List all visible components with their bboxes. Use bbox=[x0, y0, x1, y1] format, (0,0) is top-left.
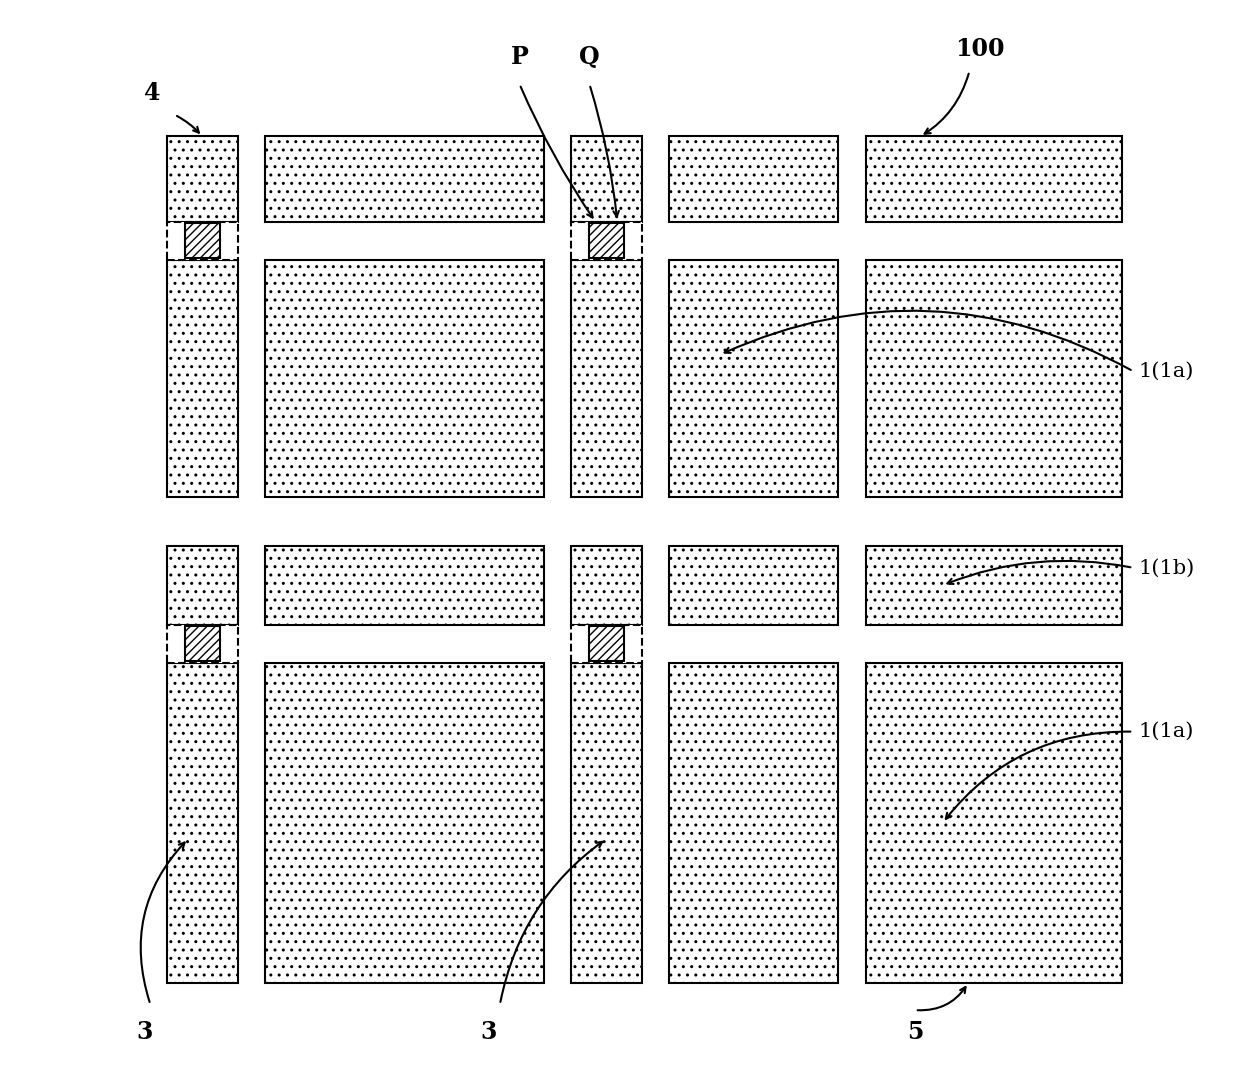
Bar bbox=[866, 260, 1122, 497]
Bar bbox=[167, 663, 238, 983]
Bar bbox=[670, 136, 838, 222]
Bar bbox=[167, 625, 238, 663]
Bar bbox=[265, 546, 543, 625]
Bar bbox=[570, 260, 642, 497]
Text: 3: 3 bbox=[136, 1020, 154, 1044]
Bar bbox=[866, 136, 1122, 222]
Bar bbox=[570, 546, 642, 625]
Bar bbox=[670, 663, 838, 983]
Bar bbox=[265, 136, 543, 222]
Text: 3: 3 bbox=[481, 1020, 497, 1044]
Bar bbox=[265, 260, 543, 497]
Text: P: P bbox=[511, 45, 528, 69]
Bar bbox=[167, 546, 238, 625]
Bar bbox=[185, 627, 219, 662]
Bar bbox=[185, 223, 219, 258]
Text: 1(1a): 1(1a) bbox=[1138, 361, 1194, 381]
Bar bbox=[589, 627, 624, 662]
Text: 5: 5 bbox=[906, 1020, 923, 1044]
Bar bbox=[670, 546, 838, 625]
Bar bbox=[589, 223, 624, 258]
Bar bbox=[570, 136, 642, 222]
Text: 100: 100 bbox=[956, 37, 1006, 61]
Bar bbox=[167, 136, 238, 222]
Bar bbox=[670, 260, 838, 497]
Bar bbox=[570, 222, 642, 260]
Text: 4: 4 bbox=[144, 81, 161, 105]
Bar bbox=[167, 222, 238, 260]
Bar bbox=[570, 663, 642, 983]
Text: 1(1b): 1(1b) bbox=[1138, 558, 1195, 578]
Bar bbox=[570, 625, 642, 663]
Bar bbox=[167, 260, 238, 497]
Bar bbox=[866, 546, 1122, 625]
Bar bbox=[866, 663, 1122, 983]
Bar bbox=[265, 663, 543, 983]
Text: 1(1a): 1(1a) bbox=[1138, 722, 1194, 741]
Text: Q: Q bbox=[579, 45, 600, 69]
